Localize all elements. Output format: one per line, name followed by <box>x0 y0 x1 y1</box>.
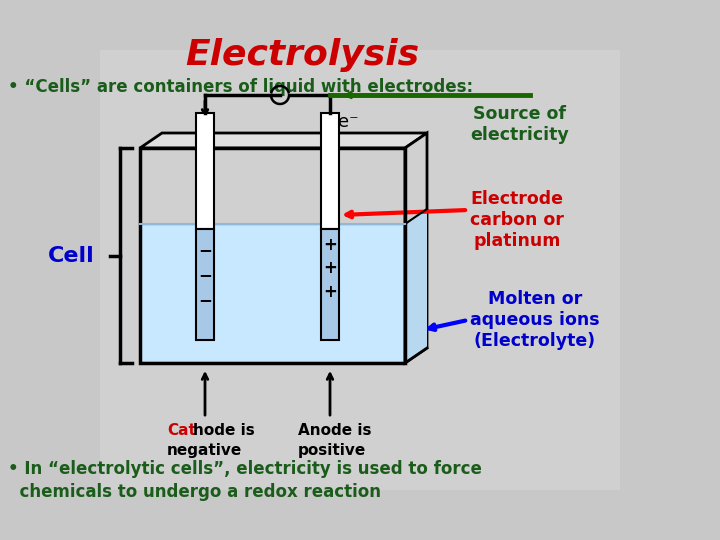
Bar <box>100 50 620 490</box>
Text: • In “electrolytic cells”, electricity is used to force: • In “electrolytic cells”, electricity i… <box>8 460 482 478</box>
Text: Cell: Cell <box>48 246 95 266</box>
Bar <box>140 148 405 363</box>
Text: +: + <box>323 259 337 277</box>
Bar <box>196 113 214 229</box>
Text: Cat: Cat <box>167 423 196 438</box>
Text: negative: negative <box>167 443 242 458</box>
Text: Electrode
carbon or
platinum: Electrode carbon or platinum <box>470 190 564 249</box>
Text: +: + <box>323 283 337 301</box>
Text: +: + <box>323 236 337 254</box>
Text: Anode is: Anode is <box>298 423 372 438</box>
Text: hode is: hode is <box>193 423 255 438</box>
Text: −: − <box>198 291 212 309</box>
Text: positive: positive <box>298 443 366 458</box>
Text: Source of
electricity: Source of electricity <box>470 105 569 144</box>
Text: • “Cells” are containers of liquid with electrodes:: • “Cells” are containers of liquid with … <box>8 78 473 96</box>
Bar <box>142 226 403 361</box>
Text: chemicals to undergo a redox reaction: chemicals to undergo a redox reaction <box>8 483 381 501</box>
Text: Molten or
aqueous ions
(Electrolyte): Molten or aqueous ions (Electrolyte) <box>470 290 600 349</box>
Bar <box>196 229 214 340</box>
Polygon shape <box>140 133 427 148</box>
Text: Electrolysis: Electrolysis <box>185 38 419 72</box>
Text: −: − <box>198 241 212 259</box>
Bar <box>321 113 339 229</box>
Polygon shape <box>405 209 427 363</box>
Bar <box>321 229 339 340</box>
Text: −: − <box>198 266 212 284</box>
Polygon shape <box>405 133 427 363</box>
Text: e⁻: e⁻ <box>338 113 359 131</box>
